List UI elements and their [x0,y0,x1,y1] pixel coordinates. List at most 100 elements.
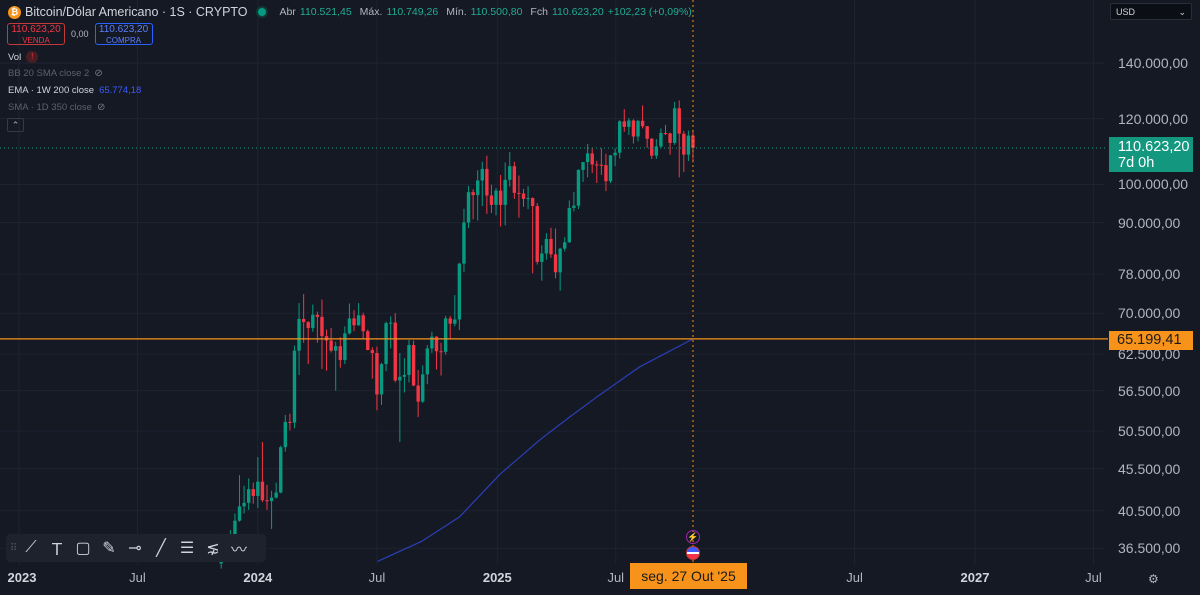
currency-select[interactable]: USD ⌄ [1110,3,1192,20]
candle [246,478,251,510]
buy-label: COMPRA [105,36,142,45]
candle [682,130,686,173]
candle [260,441,265,502]
candle [462,208,466,272]
candle-body [672,108,677,143]
market-status-icon[interactable] [257,8,266,16]
candle [251,482,255,504]
candle-body [494,190,498,205]
candle [324,329,329,371]
candle [343,326,347,365]
horizontal-ray-tool-icon[interactable]: ⊸ [128,540,142,557]
eye-hidden-icon[interactable]: ⊘ [96,102,106,113]
candle-body [540,253,544,262]
candle-body [480,168,484,181]
candle-body [471,192,475,196]
crosshair-price-label: 65.199,41 [1109,331,1193,350]
buy-button[interactable]: 110.623,20 COMPRA [94,23,153,45]
warning-icon[interactable]: ! [26,51,39,63]
candle-body [301,318,306,323]
candle-body [622,121,626,127]
price-tick: 50.500,00 [1118,423,1181,440]
bitcoin-icon: ₿ [8,5,21,19]
rectangle-tool-icon[interactable]: ▢ [75,540,91,557]
lightning-event-icon[interactable]: ⚡ [686,530,700,544]
fib-retracement-tool-icon[interactable]: ☰ [179,540,195,557]
candle-body [320,316,324,337]
trend-line-tool-icon[interactable]: ⟋ [25,539,37,556]
drag-handle-icon[interactable]: ⠿ [10,542,18,554]
candle [361,312,365,340]
symbol-title[interactable]: Bitcoin/Dólar Americano · 1S · CRYPTO [25,5,248,19]
candle-body [489,195,494,205]
price-tick: 70.000,00 [1118,305,1181,322]
indicator-vol[interactable]: Vol! [8,51,39,63]
candle [590,147,594,174]
candle-body [311,314,315,328]
candle-body [242,502,246,507]
candle-body [498,190,503,205]
candle-body [379,364,384,395]
candle-body [668,133,672,143]
candle [269,490,274,530]
candle [663,125,668,135]
sell-button[interactable]: 110.623,20 VENDA [7,23,65,45]
settings-icon[interactable]: ⚙ [1148,572,1159,586]
line-tool-icon[interactable]: ╱ [156,540,166,557]
candle-body [256,481,260,496]
price-tick: 36.500,00 [1118,540,1181,557]
candle-body [663,133,668,135]
candle-body [246,489,251,503]
candle [535,202,539,265]
candle [439,342,443,376]
candle [567,200,572,243]
candle-body [650,138,654,156]
sell-price: 110.623,20 [11,24,61,35]
candle-body [260,481,265,501]
candle-body [434,336,439,352]
candle-body [366,331,370,351]
candle [608,155,613,184]
candle [453,295,457,327]
time-tick: Jul [368,570,386,585]
candle [512,161,517,199]
candle [475,170,480,221]
candle [631,119,636,144]
eye-hidden-icon[interactable]: ⊘ [94,68,103,79]
candle-body [599,164,604,166]
candle-body [466,192,471,223]
candle [237,475,242,522]
candle-body [292,350,297,423]
collapse-indicators-button[interactable]: ⌃ [7,118,24,132]
candle-body [530,198,535,207]
indicator-ema[interactable]: EMA · 1W 200 close 65.774,18 [8,85,141,96]
candle-body [549,238,553,255]
candle [498,174,503,227]
candle [466,185,471,229]
brush-tool-icon[interactable]: ✎ [102,540,116,557]
candle-body [604,165,608,182]
indicator-bb[interactable]: BB 20 SMA close 2 ⊘ [8,68,103,79]
price-tick: 140.000,00 [1118,55,1189,71]
price-tick: 45.500,00 [1118,460,1181,477]
path-tool-icon[interactable]: 〰 [230,542,247,559]
trade-buttons: 110.623,20 VENDA 0,00 110.623,20 COMPRA [7,23,153,45]
candle-body [581,162,585,170]
candle [595,160,599,184]
sell-label: VENDA [22,36,50,45]
text-tool-icon[interactable]: Ｔ [48,542,65,559]
indicator-sma[interactable]: SMA · 1D 350 close ⊘ [8,102,105,113]
price-tick: 90.000,00 [1118,214,1181,231]
last-price-value: 110.623,20 [1118,139,1190,155]
candle [320,299,324,369]
price-tick: 62.500,00 [1118,346,1181,363]
candle [306,321,310,365]
us-flag-event-icon[interactable] [686,546,700,560]
candle [398,352,402,442]
candle [563,237,567,252]
low-label: Mín. [446,6,467,18]
candle-body [279,447,283,493]
pitchfork-tool-icon[interactable]: ⋦ [206,540,220,557]
candle [434,336,439,370]
